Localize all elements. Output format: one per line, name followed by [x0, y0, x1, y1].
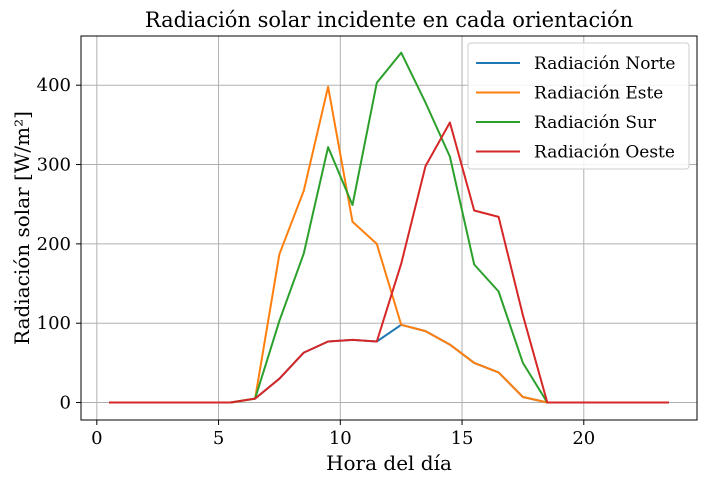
y-tick-label: 100: [37, 313, 71, 334]
y-tick-label: 400: [37, 75, 71, 96]
legend-label: Radiación Sur: [534, 113, 657, 133]
legend-label: Radiación Este: [534, 84, 663, 104]
y-tick-label: 200: [37, 234, 71, 255]
series-line: [109, 121, 669, 404]
series-layer: [109, 51, 669, 404]
legend-label: Radiación Norte: [534, 54, 675, 74]
x-tick-label: 15: [451, 428, 474, 449]
legend-box: [467, 42, 690, 170]
y-tick-label: 0: [60, 393, 71, 414]
y-axis-label: Radiación solar [W/m²]: [10, 111, 34, 345]
series-line: [109, 323, 669, 404]
x-tick-label: 0: [91, 428, 102, 449]
chart-title: Radiación solar incidente en cada orient…: [145, 8, 633, 32]
x-tick-label: 10: [329, 428, 352, 449]
x-tick-label: 5: [213, 428, 224, 449]
legend-label: Radiación Oeste: [534, 143, 675, 163]
x-tick-label: 20: [572, 428, 595, 449]
y-tick-label: 300: [37, 155, 71, 176]
x-axis-label: Hora del día: [326, 451, 452, 475]
plot-frame: [80, 35, 698, 421]
legend: Radiación Norte Radiación Este Radiación S…: [467, 42, 690, 170]
